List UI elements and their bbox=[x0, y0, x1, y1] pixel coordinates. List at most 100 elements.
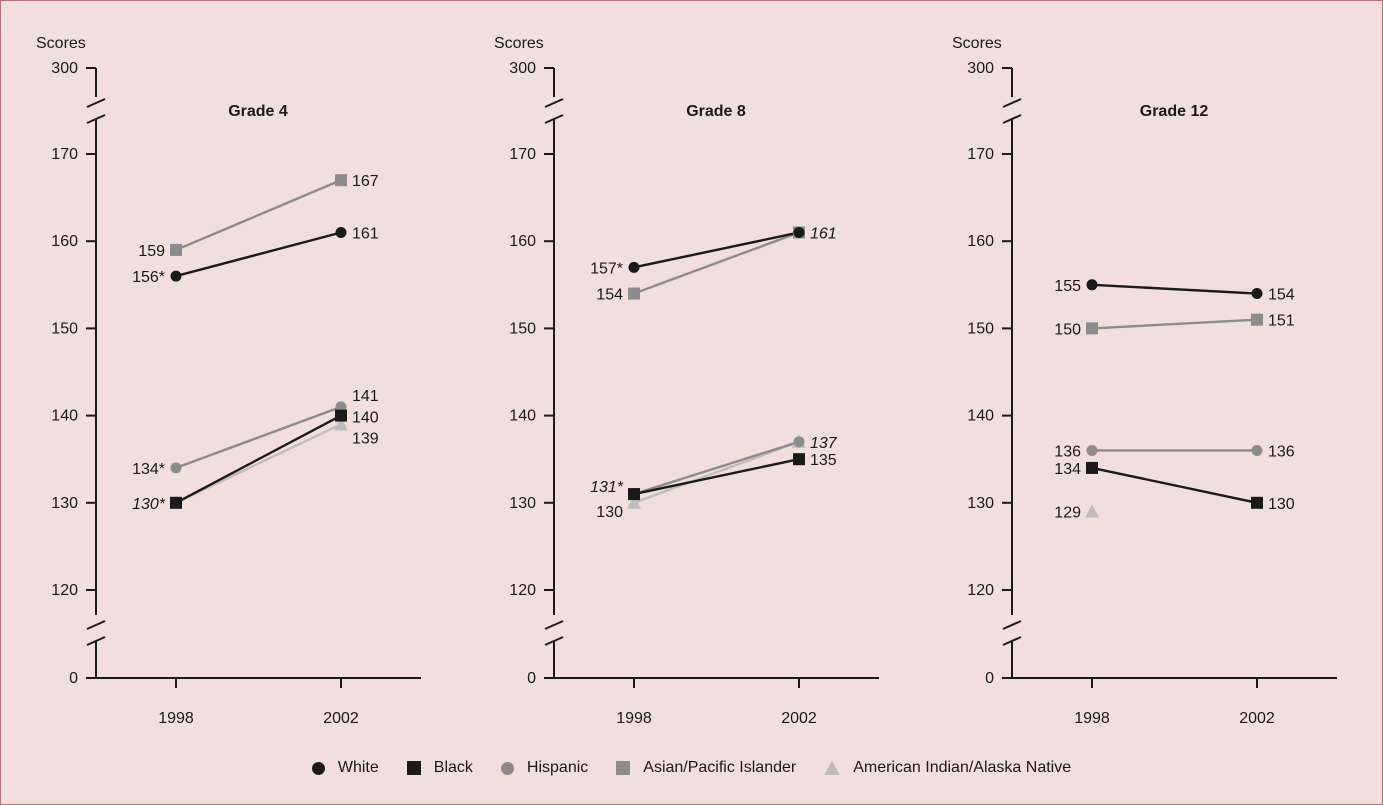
data-point-white bbox=[793, 226, 805, 238]
x-tick-label: 2002 bbox=[323, 710, 359, 727]
y-tick-label: 160 bbox=[51, 233, 78, 250]
data-point-white bbox=[1251, 288, 1263, 300]
y-axis-break-mark bbox=[544, 98, 564, 108]
data-label-black: 134 bbox=[1054, 461, 1081, 478]
data-point-asian-pacific-islander bbox=[1251, 313, 1263, 326]
data-label-hispanic: 136 bbox=[1268, 443, 1295, 460]
data-label-asian-pacific-islander: 159 bbox=[138, 243, 165, 260]
y-tick-label: 170 bbox=[967, 146, 994, 163]
x-tick-label: 2002 bbox=[781, 710, 817, 727]
y-axis-label: Scores bbox=[36, 35, 86, 52]
y-tick-label: 150 bbox=[967, 320, 994, 337]
y-axis-break-mark bbox=[544, 636, 564, 646]
data-label-black: 130 bbox=[1268, 496, 1295, 513]
data-point-white bbox=[628, 261, 640, 273]
y-axis-break-mark bbox=[1002, 114, 1022, 124]
data-point-black bbox=[335, 409, 347, 422]
legend-marker-american-indian-alaska-native bbox=[824, 761, 841, 775]
y-tick-label: 130 bbox=[967, 495, 994, 512]
y-tick-label: 300 bbox=[51, 60, 78, 77]
data-point-white bbox=[170, 270, 182, 282]
data-label-hispanic: 137 bbox=[810, 435, 838, 452]
y-axis-break-mark bbox=[86, 620, 106, 630]
legend-label-black: Black bbox=[433, 759, 473, 776]
data-label-american-indian-alaska-native: 129 bbox=[1054, 505, 1081, 522]
legend-item-black: Black bbox=[406, 759, 473, 777]
data-point-american-indian-alaska-native bbox=[627, 495, 641, 509]
data-label-asian-pacific-islander: 167 bbox=[352, 173, 379, 190]
y-tick-label: 160 bbox=[509, 233, 536, 250]
legend-marker-asian-pacific-islander bbox=[616, 761, 631, 775]
series-line-hispanic bbox=[633, 440, 800, 496]
data-label-black: 140 bbox=[352, 410, 379, 427]
series-line-asian-pacific-islander bbox=[175, 179, 342, 252]
y-tick-label: 0 bbox=[527, 670, 536, 687]
legend-item-white: White bbox=[311, 759, 379, 777]
data-point-hispanic bbox=[1086, 444, 1098, 456]
y-tick-label: 170 bbox=[509, 146, 536, 163]
data-label-white: 154 bbox=[1268, 287, 1295, 304]
y-tick-label: 300 bbox=[509, 60, 536, 77]
data-point-asian-pacific-islander bbox=[1086, 322, 1098, 335]
data-point-asian-pacific-islander bbox=[628, 287, 640, 300]
data-point-black bbox=[628, 488, 640, 501]
series-line-white bbox=[633, 231, 800, 269]
y-tick-label: 120 bbox=[51, 582, 78, 599]
series-line-american-indian-alaska-native bbox=[633, 440, 800, 504]
y-axis-label: Scores bbox=[494, 35, 544, 52]
y-tick-label: 170 bbox=[51, 146, 78, 163]
series-line-american-indian-alaska-native bbox=[175, 423, 342, 504]
y-tick-label: 300 bbox=[967, 60, 994, 77]
y-tick-label: 140 bbox=[509, 408, 536, 425]
data-point-hispanic bbox=[1251, 444, 1263, 456]
y-axis-break-mark bbox=[544, 114, 564, 124]
data-label-asian-pacific-islander: 154 bbox=[596, 287, 623, 304]
data-label-white: 161 bbox=[810, 225, 837, 242]
data-label-hispanic: 141 bbox=[352, 388, 379, 405]
legend-label-white: White bbox=[337, 759, 379, 776]
data-label-black: 131* bbox=[590, 479, 624, 496]
y-tick-label: 0 bbox=[985, 670, 994, 687]
y-tick-label: 120 bbox=[509, 582, 536, 599]
y-tick-label: 130 bbox=[51, 495, 78, 512]
panel-title: Grade 12 bbox=[1140, 103, 1209, 120]
data-point-asian-pacific-islander bbox=[335, 174, 347, 187]
y-tick-label: 140 bbox=[967, 408, 994, 425]
data-point-hispanic bbox=[170, 462, 182, 474]
data-label-white: 155 bbox=[1054, 278, 1081, 295]
series-line-black bbox=[633, 458, 800, 496]
y-axis-break-mark bbox=[1002, 620, 1022, 630]
series-line-black bbox=[175, 414, 342, 504]
x-tick-label: 1998 bbox=[158, 710, 194, 727]
panel-grade-8: Scores 300 170 160 150 140 130 120 0 1998 2002 Grad… bbox=[494, 35, 879, 727]
data-label-white: 157* bbox=[590, 260, 623, 277]
legend-label-hispanic: Hispanic bbox=[526, 759, 589, 776]
data-point-american-indian-alaska-native bbox=[334, 417, 348, 431]
data-point-black bbox=[170, 496, 182, 509]
panel-grade-12: Scores 300 170 160 150 140 130 120 0 1998 2002 Grad… bbox=[952, 35, 1337, 727]
data-point-hispanic bbox=[793, 436, 805, 448]
y-axis-break-mark bbox=[86, 98, 106, 108]
data-label-hispanic: 136 bbox=[1054, 443, 1081, 460]
data-label-american-indian-alaska-native: 130 bbox=[596, 504, 623, 521]
data-label-american-indian-alaska-native: 130* bbox=[132, 496, 166, 513]
y-axis-label: Scores bbox=[952, 35, 1002, 52]
legend: White Black Hispanic Asian/Pacific Islan… bbox=[1, 756, 1382, 780]
data-point-white bbox=[1086, 279, 1098, 291]
data-label-asian-pacific-islander: 151 bbox=[1268, 313, 1295, 330]
legend-marker-hispanic bbox=[500, 761, 514, 775]
y-tick-label: 150 bbox=[509, 320, 536, 337]
legend-label-asian-pacific-islander: Asian/Pacific Islander bbox=[643, 759, 797, 776]
series-line-hispanic bbox=[175, 405, 342, 470]
legend-item-asian-pacific-islander: Asian/Pacific Islander bbox=[616, 759, 796, 777]
y-tick-label: 160 bbox=[967, 233, 994, 250]
x-tick-label: 1998 bbox=[1074, 710, 1110, 727]
data-label-black: 135 bbox=[810, 452, 837, 469]
panel-title: Grade 4 bbox=[228, 103, 288, 120]
data-label-white: 156* bbox=[132, 269, 165, 286]
x-tick-label: 2002 bbox=[1239, 710, 1275, 727]
y-tick-label: 130 bbox=[509, 495, 536, 512]
y-axis-break-mark bbox=[86, 114, 106, 124]
y-tick-label: 0 bbox=[69, 670, 78, 687]
